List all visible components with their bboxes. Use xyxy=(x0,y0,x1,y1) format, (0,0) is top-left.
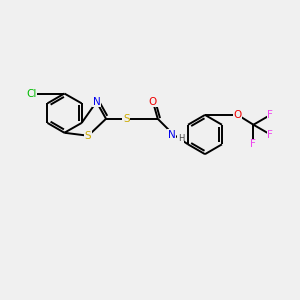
Text: F: F xyxy=(267,130,273,140)
Text: F: F xyxy=(250,140,256,149)
Text: H: H xyxy=(178,134,184,142)
Text: N: N xyxy=(93,97,101,107)
Text: O: O xyxy=(149,97,157,107)
Text: Cl: Cl xyxy=(26,88,37,98)
Text: S: S xyxy=(123,114,130,124)
Text: O: O xyxy=(234,110,242,120)
Text: S: S xyxy=(85,131,92,141)
Text: N: N xyxy=(167,130,175,140)
Text: F: F xyxy=(267,110,273,120)
